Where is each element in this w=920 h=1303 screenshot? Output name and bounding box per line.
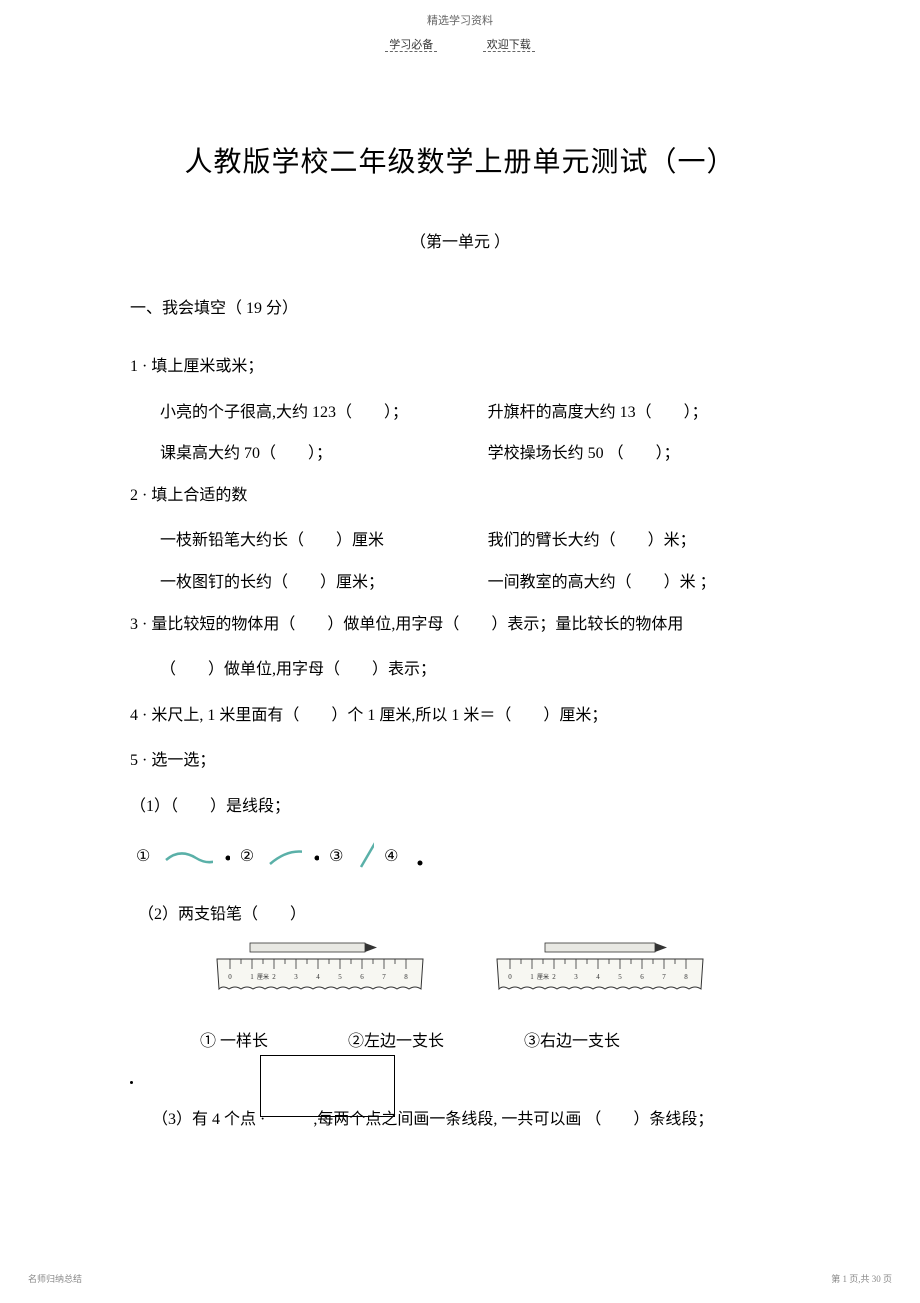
svg-text:5: 5 bbox=[618, 973, 622, 981]
q2-row1: 一枝新铅笔大约长（ ）厘米 我们的臂长大约（ ）米； bbox=[130, 520, 790, 562]
q2-row2: 一枚图钉的长约（ ）厘米； 一间教室的高大约（ ）米 ； bbox=[130, 562, 790, 604]
header-sub-right: 欢迎下载 bbox=[483, 39, 535, 52]
q5-2-choices: ① 一样长 ②左边一支长 ③右边一支长 bbox=[130, 1027, 790, 1051]
q2-r1-left: 一枝新铅笔大约长（ ）厘米 bbox=[160, 520, 488, 562]
header-top-label: 精选学习资料 bbox=[0, 0, 920, 28]
dot-icon bbox=[130, 1081, 133, 1084]
q5-label: 5 · 选一选； bbox=[130, 740, 790, 782]
svg-text:厘米: 厘米 bbox=[257, 973, 269, 981]
footer-left: 名师归纳总结 bbox=[28, 1272, 82, 1285]
option-3-num: ③ bbox=[329, 846, 343, 866]
q2-r1-right: 我们的臂长大约（ ）米； bbox=[488, 520, 790, 562]
svg-text:4: 4 bbox=[596, 973, 600, 981]
ruler-left-icon: 0 1厘米2 3 4 5 6 7 8 bbox=[215, 939, 425, 999]
svg-text:2: 2 bbox=[552, 973, 556, 981]
q5-3: （3）有 4 个点 · ,每两个点之间画一条线段, 一共可以画 （ ）条线段； bbox=[152, 1099, 713, 1141]
wavy-line-icon bbox=[162, 844, 212, 868]
choice-2: ②左边一支长 bbox=[348, 1027, 444, 1051]
subtitle: （第一单元 ） bbox=[130, 228, 790, 252]
dot-icon bbox=[312, 844, 319, 868]
two-dots-far-icon bbox=[604, 836, 791, 876]
svg-text:5: 5 bbox=[338, 973, 342, 981]
q1-row2: 课桌高大约 70（ ）； 学校操场长约 50 （ ）； bbox=[130, 433, 790, 475]
header-sub-left: 学习必备 bbox=[385, 39, 437, 52]
svg-text:1: 1 bbox=[530, 973, 534, 981]
svg-text:4: 4 bbox=[316, 973, 320, 981]
ruler-left: 0 1厘米2 3 4 5 6 7 8 bbox=[215, 939, 425, 999]
q3-line2: （ ）做单位,用字母（ ）表示； bbox=[130, 649, 790, 691]
q1-row1: 小亮的个子很高,大约 123（ ）； 升旗杆的高度大约 13（ ）； bbox=[130, 392, 790, 434]
svg-text:7: 7 bbox=[382, 973, 386, 981]
svg-text:6: 6 bbox=[640, 973, 644, 981]
svg-text:8: 8 bbox=[684, 973, 688, 981]
svg-text:3: 3 bbox=[294, 973, 298, 981]
svg-text:厘米: 厘米 bbox=[537, 973, 549, 981]
q3-line1: 3 · 量比较短的物体用（ ）做单位,用字母（ ）表示；量比较长的物体用 bbox=[130, 604, 790, 646]
q5-1: （1）（ ）是线段； bbox=[130, 786, 790, 828]
footer-right: 第 1 页,共 30 页 bbox=[831, 1272, 892, 1285]
choice-3: ③右边一支长 bbox=[524, 1027, 620, 1051]
option-2-num: ② bbox=[240, 846, 254, 866]
svg-text:7: 7 bbox=[662, 973, 666, 981]
svg-text:1: 1 bbox=[250, 973, 254, 981]
header-sub: 学习必备 欢迎下载 bbox=[0, 36, 920, 52]
svg-text:0: 0 bbox=[508, 973, 512, 981]
two-dots-icon bbox=[410, 841, 453, 871]
q1-r2-left: 课桌高大约 70（ ）； bbox=[160, 433, 488, 475]
option-4-num: ④ bbox=[384, 846, 398, 866]
ruler-right: 0 1厘米2 3 4 5 6 7 8 bbox=[495, 939, 705, 999]
svg-text:2: 2 bbox=[272, 973, 276, 981]
curve-line-icon bbox=[266, 844, 302, 868]
line-segment-options: ① ② ③ ④ bbox=[130, 836, 790, 876]
q1-r1-right: 升旗杆的高度大约 13（ ）； bbox=[488, 392, 790, 434]
q2-r2-left: 一枚图钉的长约（ ）厘米； bbox=[160, 562, 488, 604]
q4: 4 · 米尺上, 1 米里面有（ ）个 1 厘米,所以 1 米＝（ ）厘米； bbox=[130, 695, 790, 737]
q1-r1-left: 小亮的个子很高,大约 123（ ）； bbox=[160, 392, 488, 434]
svg-text:3: 3 bbox=[574, 973, 578, 981]
option-1-num: ① bbox=[136, 846, 150, 866]
main-title: 人教版学校二年级数学上册单元测试（一） bbox=[130, 140, 790, 180]
q1-label: 1 · 填上厘米或米； bbox=[130, 346, 790, 388]
slash-line-icon bbox=[355, 841, 374, 871]
svg-text:6: 6 bbox=[360, 973, 364, 981]
q2-label: 2 · 填上合适的数 bbox=[130, 475, 790, 517]
q1-r2-right: 学校操场长约 50 （ ）； bbox=[488, 433, 790, 475]
section-1-head: 一、我会填空（ 19 分） bbox=[130, 294, 790, 318]
svg-text:0: 0 bbox=[228, 973, 232, 981]
ruler-right-icon: 0 1厘米2 3 4 5 6 7 8 bbox=[495, 939, 705, 999]
choice-1: ① 一样长 bbox=[200, 1027, 268, 1051]
q5-2: （2）两支铅笔（ ） bbox=[130, 894, 790, 936]
ruler-row: 01厘米2345678 01厘米2345678 bbox=[130, 939, 790, 999]
q2-r2-right: 一间教室的高大约（ ）米 ； bbox=[488, 562, 790, 604]
svg-text:8: 8 bbox=[404, 973, 408, 981]
dot-icon bbox=[223, 844, 230, 868]
